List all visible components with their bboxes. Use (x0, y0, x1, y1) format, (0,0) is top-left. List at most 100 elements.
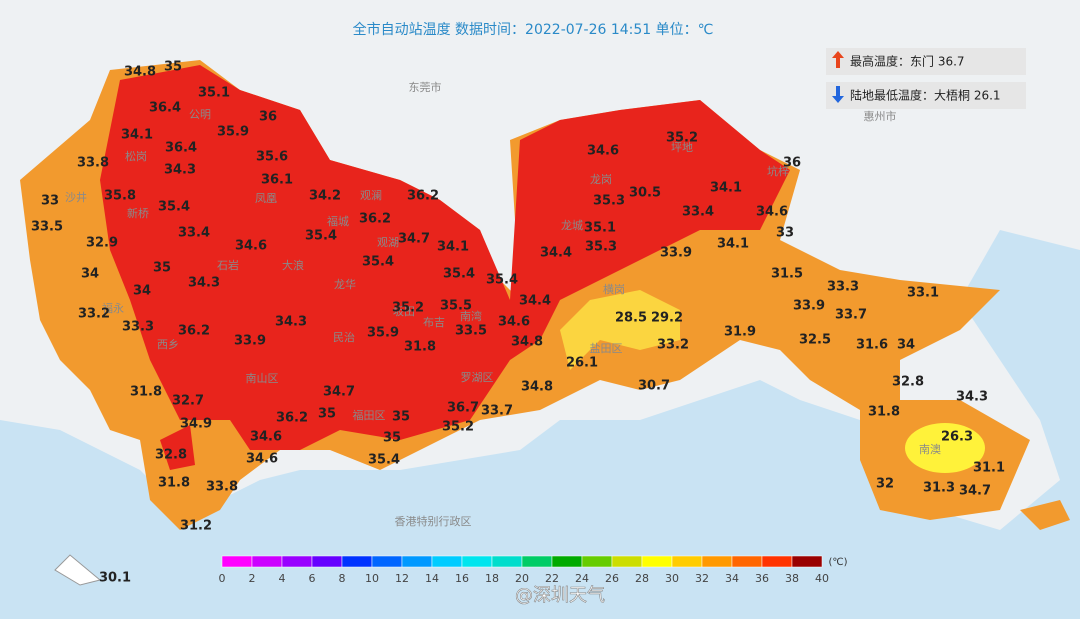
station-temp: 36.1 (261, 173, 293, 188)
station-temp: 34.9 (180, 417, 212, 432)
scale-swatch (221, 555, 253, 568)
station-temp: 34.1 (717, 237, 749, 252)
station-temp: 35.9 (367, 326, 399, 341)
station-temp: 36.2 (359, 212, 391, 227)
station-temp: 32.8 (155, 448, 187, 463)
station-temp: 34.6 (756, 205, 788, 220)
station-temp: 34.6 (235, 239, 267, 254)
place-name: 布吉 (423, 316, 445, 329)
station-temp: 33.3 (827, 280, 859, 295)
scale-swatch (281, 555, 313, 568)
place-name: 龙岗 (590, 173, 612, 186)
scale-swatch (701, 555, 733, 568)
scale-tick: 2 (249, 572, 256, 585)
scale-swatch (551, 555, 583, 568)
scale-swatch (311, 555, 343, 568)
station-temp: 34.3 (956, 390, 988, 405)
station-temp: 31.5 (771, 267, 803, 282)
place-name: 福城 (327, 214, 349, 228)
scale-swatch (461, 555, 493, 568)
island-west (54, 554, 102, 586)
place-name: 观澜 (360, 188, 382, 202)
scale-tick: 22 (545, 572, 559, 585)
scale-tick: 16 (455, 572, 469, 585)
place-name: 大浪 (282, 258, 304, 272)
station-temp: 31.9 (724, 325, 756, 340)
station-temp: 35.3 (585, 240, 617, 255)
legend-max: 最高温度：东门 36.7 (850, 54, 965, 69)
station-temp: 35 (383, 431, 401, 446)
station-temp: 33.8 (77, 156, 109, 171)
place-name: 龙华 (334, 277, 356, 291)
station-temp: 34 (133, 284, 151, 299)
scale-tick: 30 (665, 572, 679, 585)
station-temp: 26.1 (566, 356, 598, 371)
cool-core (905, 423, 985, 473)
scale-tick: 4 (279, 572, 286, 585)
station-temp: 35.1 (584, 221, 616, 236)
watermark: @深圳天气 (515, 585, 605, 606)
place-name: 龙城 (561, 219, 583, 232)
scale-tick: 32 (695, 572, 709, 585)
station-temp: 33.5 (455, 324, 487, 339)
station-temp: 33.7 (835, 308, 867, 323)
station-temp: 35.2 (392, 301, 424, 316)
station-temp: 36.2 (276, 411, 308, 426)
scale-tick: 26 (605, 572, 619, 585)
station-temp: 31.8 (404, 340, 436, 355)
station-temp: 33.2 (657, 338, 689, 353)
station-temp: 35.4 (362, 255, 394, 270)
station-temp: 34.7 (959, 484, 991, 499)
place-name: 观湖 (377, 236, 399, 249)
station-temp: 34.3 (275, 315, 307, 330)
legend-min: 陆地最低温度：大梧桐 26.1 (850, 88, 1001, 103)
station-temp: 33.4 (682, 205, 714, 220)
place-name: 南山区 (246, 372, 279, 385)
station-temp: 35.4 (486, 273, 518, 288)
station-temp: 35.4 (368, 453, 400, 468)
legend: 最高温度：东门 36.7 陆地最低温度：大梧桐 26.1 (826, 48, 1026, 109)
place-name: 南湾 (460, 309, 482, 323)
station-temp: 35.2 (666, 131, 698, 146)
station-temp: 35.4 (305, 229, 337, 244)
shekou-red (160, 425, 195, 470)
station-temp: 33.5 (31, 220, 63, 235)
station-temp: 33.9 (234, 334, 266, 349)
scale-tick: 18 (485, 572, 499, 585)
station-temp: 30.1 (99, 571, 131, 586)
station-temp: 35.2 (442, 420, 474, 435)
station-temp: 34.3 (164, 163, 196, 178)
scale-tick: 20 (515, 572, 529, 585)
place-name: 福田区 (353, 408, 386, 422)
down-arrow (832, 86, 844, 103)
place-name: 石岩 (217, 258, 239, 272)
station-temp: 35.5 (440, 299, 472, 314)
station-temp: 35.6 (256, 150, 288, 165)
station-temp: 34.1 (121, 128, 153, 143)
station-temp: 35.8 (104, 189, 136, 204)
place-name: 西乡 (157, 338, 179, 351)
place-name: 惠州市 (864, 109, 897, 123)
station-temp: 32.7 (172, 394, 204, 409)
station-temp: 28.5 (615, 311, 647, 326)
station-temp: 36 (259, 110, 277, 125)
place-name: 盐田区 (590, 342, 623, 355)
place-name: 民治 (333, 330, 355, 344)
up-arrow (832, 51, 844, 68)
station-temp: 35.9 (217, 125, 249, 140)
station-temp: 33.7 (481, 404, 513, 419)
island (1020, 500, 1070, 530)
station-temp: 35 (392, 410, 410, 425)
station-temp: 36.2 (407, 189, 439, 204)
station-temp: 33.9 (660, 246, 692, 261)
station-temp: 34.7 (398, 232, 430, 247)
station-temp: 34.6 (250, 430, 282, 445)
place-name: 松岗 (125, 149, 147, 163)
station-temp: 34.1 (437, 240, 469, 255)
scale-swatch (431, 555, 463, 568)
station-temp: 34.8 (521, 380, 553, 395)
scale-tick: 12 (395, 572, 409, 585)
scale-swatch (521, 555, 553, 568)
scale-swatch (341, 555, 373, 568)
station-temp: 34.1 (710, 181, 742, 196)
